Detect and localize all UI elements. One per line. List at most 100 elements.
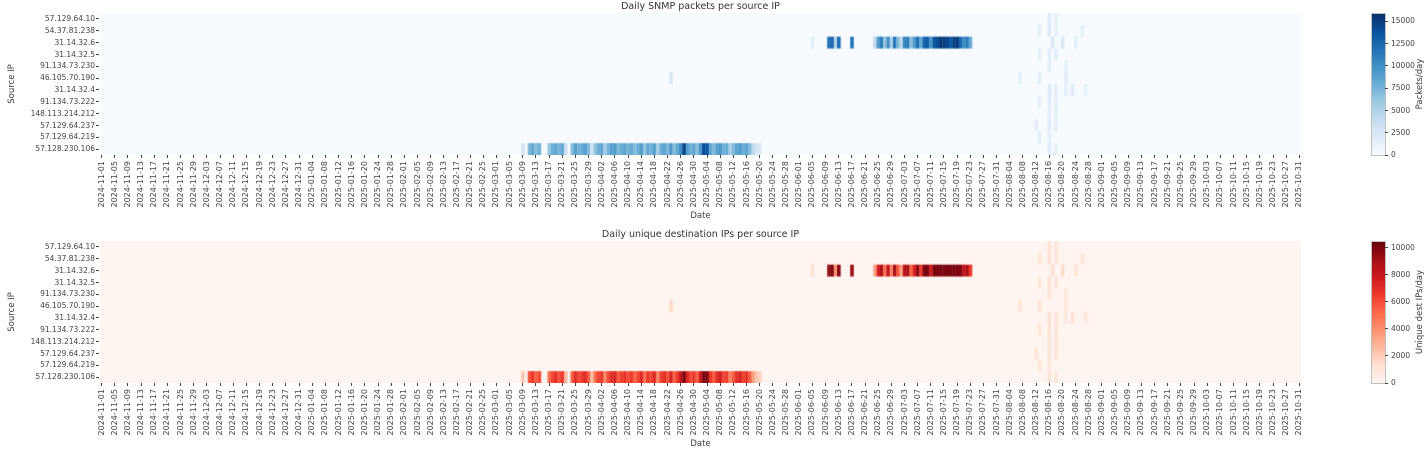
- x-tick-label: 2025-06-09: [820, 161, 830, 208]
- x-tick-label: 2025-06-21: [860, 389, 870, 436]
- x-tick-mark: [1206, 383, 1208, 386]
- x-tick-mark: [245, 155, 247, 158]
- x-tick-label: 2025-02-17: [452, 161, 461, 208]
- x-tick-label: 2025-07-03: [899, 389, 909, 436]
- y-tick-mark: [96, 329, 99, 331]
- x-tick-label: 2025-03-21: [557, 161, 567, 208]
- x-tick-label: 2025-02-13: [438, 161, 448, 208]
- x-tick-mark: [114, 155, 116, 158]
- x-tick-label: 2025-09-01: [1096, 161, 1106, 208]
- x-tick-label: 2024-11-09: [122, 389, 132, 436]
- x-tick-label: 2024-12-19: [254, 161, 264, 208]
- y-tick-mark: [96, 246, 99, 248]
- x-tick-mark: [232, 155, 234, 158]
- colorbar-tick-label: 5000: [1391, 105, 1411, 115]
- y-tick-label: 57.129.64.219: [40, 360, 95, 370]
- y-tick-mark: [96, 352, 99, 354]
- x-tick-mark: [364, 155, 366, 158]
- x-tick-mark: [614, 383, 616, 386]
- x-tick-mark: [522, 383, 524, 386]
- x-tick-label: 2025-06-01: [794, 161, 804, 208]
- x-tick-label: 2025-09-21: [1162, 389, 1172, 436]
- x-tick-mark: [390, 155, 392, 158]
- x-tick-label: 2025-06-05: [807, 389, 817, 436]
- x-tick-mark: [877, 155, 879, 158]
- x-tick-mark: [930, 383, 932, 386]
- x-tick-label: 2025-10-11: [1228, 389, 1238, 436]
- x-tick-label: 2025-07-07: [912, 389, 922, 436]
- x-tick-mark: [601, 383, 603, 386]
- x-tick-mark: [1180, 155, 1182, 158]
- x-tick-label: 2025-09-29: [1189, 161, 1199, 208]
- x-tick-label: 2025-04-02: [596, 389, 606, 436]
- y-tick-mark: [96, 65, 99, 67]
- x-tick-mark: [417, 155, 419, 158]
- x-tick-mark: [732, 383, 734, 386]
- colorbar-tick-mark: [1385, 355, 1388, 357]
- x-tick-mark: [1009, 383, 1011, 386]
- x-tick-mark: [206, 383, 208, 386]
- y-tick-label: 54.37.81.238: [44, 25, 95, 35]
- x-tick-label: 2025-07-15: [938, 161, 948, 208]
- x-tick-label: 2025-05-08: [715, 389, 725, 436]
- y-tick-mark: [96, 270, 99, 272]
- x-tick-label: 2025-07-11: [925, 161, 935, 208]
- y-tick-label: 148.113.214.212: [30, 108, 95, 118]
- x-tick-mark: [851, 155, 853, 158]
- x-tick-label: 2025-10-27: [1281, 161, 1291, 208]
- x-tick-label: 2025-03-29: [583, 161, 593, 208]
- x-tick-mark: [561, 383, 563, 386]
- panel1-title: Daily SNMP packets per source IP: [621, 1, 780, 12]
- x-tick-label: 2025-02-17: [452, 389, 461, 436]
- x-tick-label: 2025-06-17: [846, 389, 856, 436]
- x-tick-label: 2025-08-16: [1044, 161, 1054, 208]
- x-tick-label: 2024-12-31: [294, 161, 304, 208]
- y-tick-mark: [96, 317, 99, 319]
- x-tick-mark: [1246, 155, 1248, 158]
- x-tick-mark: [1035, 383, 1037, 386]
- x-tick-label: 2025-02-09: [425, 161, 435, 208]
- x-tick-label: 2025-05-16: [741, 161, 751, 208]
- x-tick-label: 2025-08-04: [1004, 389, 1014, 436]
- colorbar-tick-mark: [1385, 246, 1388, 248]
- y-tick-label: 31.14.32.5: [54, 49, 95, 59]
- x-tick-mark: [509, 383, 511, 386]
- x-tick-label: 2025-02-21: [465, 389, 475, 436]
- x-tick-label: 2025-04-02: [596, 161, 606, 208]
- x-tick-mark: [1075, 383, 1077, 386]
- x-tick-mark: [285, 383, 287, 386]
- x-tick-label: 2025-04-30: [688, 161, 698, 208]
- x-tick-mark: [759, 155, 761, 158]
- x-tick-mark: [114, 383, 116, 386]
- y-tick-mark: [96, 364, 99, 366]
- x-tick-mark: [127, 383, 129, 386]
- colorbar-tick-label: 7500: [1391, 83, 1411, 93]
- x-tick-mark: [1219, 155, 1221, 158]
- x-tick-label: 2025-01-24: [373, 161, 383, 208]
- x-tick-label: 2025-07-19: [952, 161, 962, 208]
- x-tick-label: 2025-09-29: [1189, 389, 1199, 436]
- x-tick-label: 2025-08-08: [1017, 389, 1027, 436]
- x-tick-mark: [443, 155, 445, 158]
- x-tick-label: 2025-03-17: [544, 161, 554, 208]
- x-tick-mark: [1088, 155, 1090, 158]
- colorbar-tick-label: 8000: [1391, 269, 1411, 279]
- x-tick-mark: [969, 383, 971, 386]
- x-tick-label: 2025-06-25: [873, 161, 883, 208]
- x-tick-mark: [324, 383, 326, 386]
- x-tick-mark: [956, 383, 958, 386]
- x-tick-mark: [864, 155, 866, 158]
- colorbar-tick-mark: [1385, 274, 1388, 276]
- x-tick-mark: [811, 155, 813, 158]
- x-tick-mark: [982, 155, 984, 158]
- x-tick-label: 2025-02-25: [478, 389, 488, 436]
- y-tick-label: 57.129.64.237: [40, 348, 95, 358]
- x-tick-label: 2025-06-29: [886, 161, 896, 208]
- x-tick-label: 2024-12-27: [280, 389, 290, 436]
- x-tick-label: 2025-02-05: [412, 161, 422, 208]
- x-tick-label: 2025-04-14: [636, 161, 646, 208]
- colorbar-tick-mark: [1385, 20, 1388, 22]
- y-tick-mark: [96, 53, 99, 55]
- y-tick-label: 31.14.32.4: [54, 85, 95, 95]
